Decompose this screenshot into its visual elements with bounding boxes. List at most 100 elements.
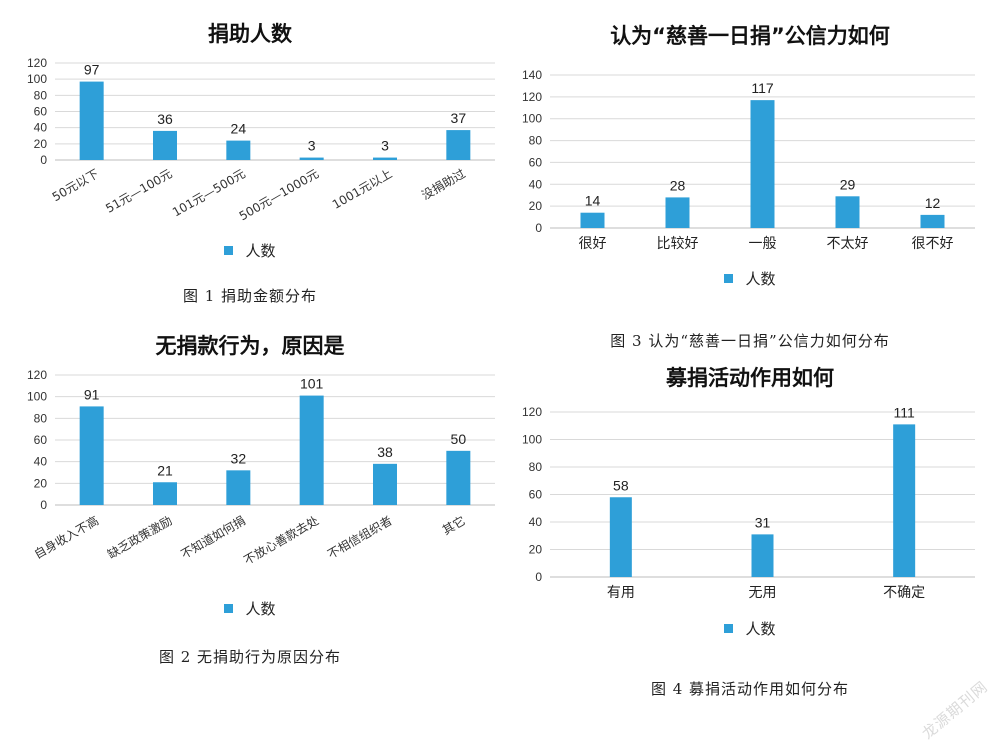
y-tick-label: 120	[522, 405, 542, 419]
y-tick-label: 120	[27, 56, 47, 70]
figure-caption: 图 3 认为“慈善一日捐”公信力如何分布	[610, 332, 890, 350]
legend-label: 人数	[745, 620, 776, 638]
bar	[226, 140, 251, 160]
data-label: 32	[231, 450, 247, 466]
bar	[751, 534, 774, 577]
x-tick-label: 无用	[749, 585, 777, 601]
bar	[373, 463, 397, 505]
x-tick-label: 50元以下	[50, 166, 101, 204]
data-label: 101	[300, 376, 324, 392]
figure-caption: 图 1 捐助金额分布	[182, 287, 318, 305]
y-tick-label: 100	[522, 433, 542, 447]
bar	[153, 130, 177, 160]
bar-chart: 0 20 40 60 80 100 120 58 有用 31 无用 111 不确定	[522, 404, 975, 601]
y-tick-label: 40	[34, 121, 48, 135]
data-label: 24	[231, 121, 247, 137]
y-tick-label: 20	[529, 543, 543, 557]
x-tick-label: 1001元以上	[330, 166, 395, 211]
legend-swatch	[224, 246, 234, 255]
data-label: 36	[157, 111, 173, 127]
chart-legend: 人数	[520, 268, 980, 289]
x-tick-label: 缺乏政策激励	[105, 513, 175, 562]
chart-legend: 人数	[40, 598, 460, 619]
chart-title: 募捐活动作用如何	[666, 366, 834, 390]
figure-caption: 图 4 募捐活动作用如何分布	[650, 680, 850, 698]
legend-label: 人数	[245, 242, 276, 260]
chart-legend: 人数	[40, 240, 460, 261]
bar	[446, 130, 471, 160]
legend-label: 人数	[245, 600, 276, 618]
y-tick-label: 120	[27, 368, 47, 382]
y-tick-label: 60	[34, 433, 48, 447]
x-tick-label: 51元—100元	[103, 166, 174, 215]
y-tick-label: 80	[34, 88, 48, 102]
chart-title: 无捐款行为，原因是	[155, 334, 345, 358]
y-tick-label: 20	[34, 137, 48, 151]
x-tick-label: 500元—1000元	[237, 166, 321, 223]
chart-title: 捐助人数	[208, 22, 292, 46]
y-tick-label: 80	[529, 460, 543, 474]
data-label: 14	[585, 193, 601, 209]
data-label: 38	[377, 444, 393, 460]
x-tick-label: 很不好	[912, 236, 954, 252]
data-label: 28	[670, 177, 686, 193]
bar	[446, 450, 471, 505]
legend-label: 人数	[745, 270, 776, 288]
legend-swatch	[224, 604, 234, 613]
data-label: 111	[894, 404, 915, 420]
data-label: 97	[84, 62, 100, 78]
x-tick-label: 不太好	[827, 236, 869, 252]
y-tick-label: 60	[34, 105, 48, 119]
y-tick-label: 60	[529, 488, 543, 502]
x-tick-label: 有用	[607, 585, 635, 601]
x-tick-label: 其它	[440, 513, 468, 538]
bar	[920, 214, 945, 228]
data-label: 91	[84, 386, 100, 402]
bar	[373, 157, 397, 160]
bar-chart: 0 20 40 60 80 100 120 140 14 很好 28 比较好 117 一般 29 不太好 12 很…	[522, 68, 975, 252]
y-tick-label: 20	[529, 199, 543, 213]
bar	[299, 395, 324, 505]
y-tick-label: 40	[34, 455, 48, 469]
x-tick-label: 不知道如何捐	[178, 513, 248, 562]
y-tick-label: 100	[27, 390, 47, 404]
y-tick-label: 60	[529, 155, 543, 169]
y-tick-label: 40	[529, 177, 543, 191]
data-label: 3	[381, 138, 389, 154]
y-tick-label: 0	[40, 153, 47, 167]
data-label: 29	[840, 176, 856, 192]
bar	[299, 157, 324, 160]
legend-swatch	[724, 274, 734, 283]
x-tick-label: 不确定	[883, 585, 925, 601]
bar	[835, 196, 860, 228]
data-label: 12	[925, 195, 941, 211]
data-label: 31	[755, 514, 771, 530]
chart-legend: 人数	[520, 618, 980, 639]
y-tick-label: 80	[34, 411, 48, 425]
x-tick-label: 比较好	[657, 236, 699, 252]
y-tick-label: 0	[535, 570, 542, 584]
y-tick-label: 100	[27, 72, 47, 86]
bar	[580, 212, 605, 228]
data-label: 21	[157, 462, 173, 478]
x-tick-label: 不放心善款去处	[241, 513, 321, 568]
bar	[79, 406, 104, 505]
data-label: 3	[308, 138, 316, 154]
bar	[665, 197, 690, 228]
y-tick-label: 0	[535, 221, 542, 235]
y-tick-label: 20	[34, 476, 48, 490]
data-label: 37	[451, 110, 467, 126]
legend-swatch	[724, 624, 734, 633]
chart-title: 认为“慈善一日捐”公信力如何	[610, 24, 890, 48]
y-tick-label: 80	[529, 134, 543, 148]
bar	[226, 470, 251, 505]
bar	[750, 100, 775, 228]
data-label: 58	[613, 477, 629, 493]
x-tick-label: 没捐助过	[419, 166, 468, 203]
x-tick-label: 一般	[749, 236, 777, 252]
x-tick-label: 自身收入不高	[31, 513, 101, 562]
data-label: 50	[451, 431, 467, 447]
x-tick-label: 很好	[579, 236, 607, 252]
bar	[893, 424, 916, 577]
